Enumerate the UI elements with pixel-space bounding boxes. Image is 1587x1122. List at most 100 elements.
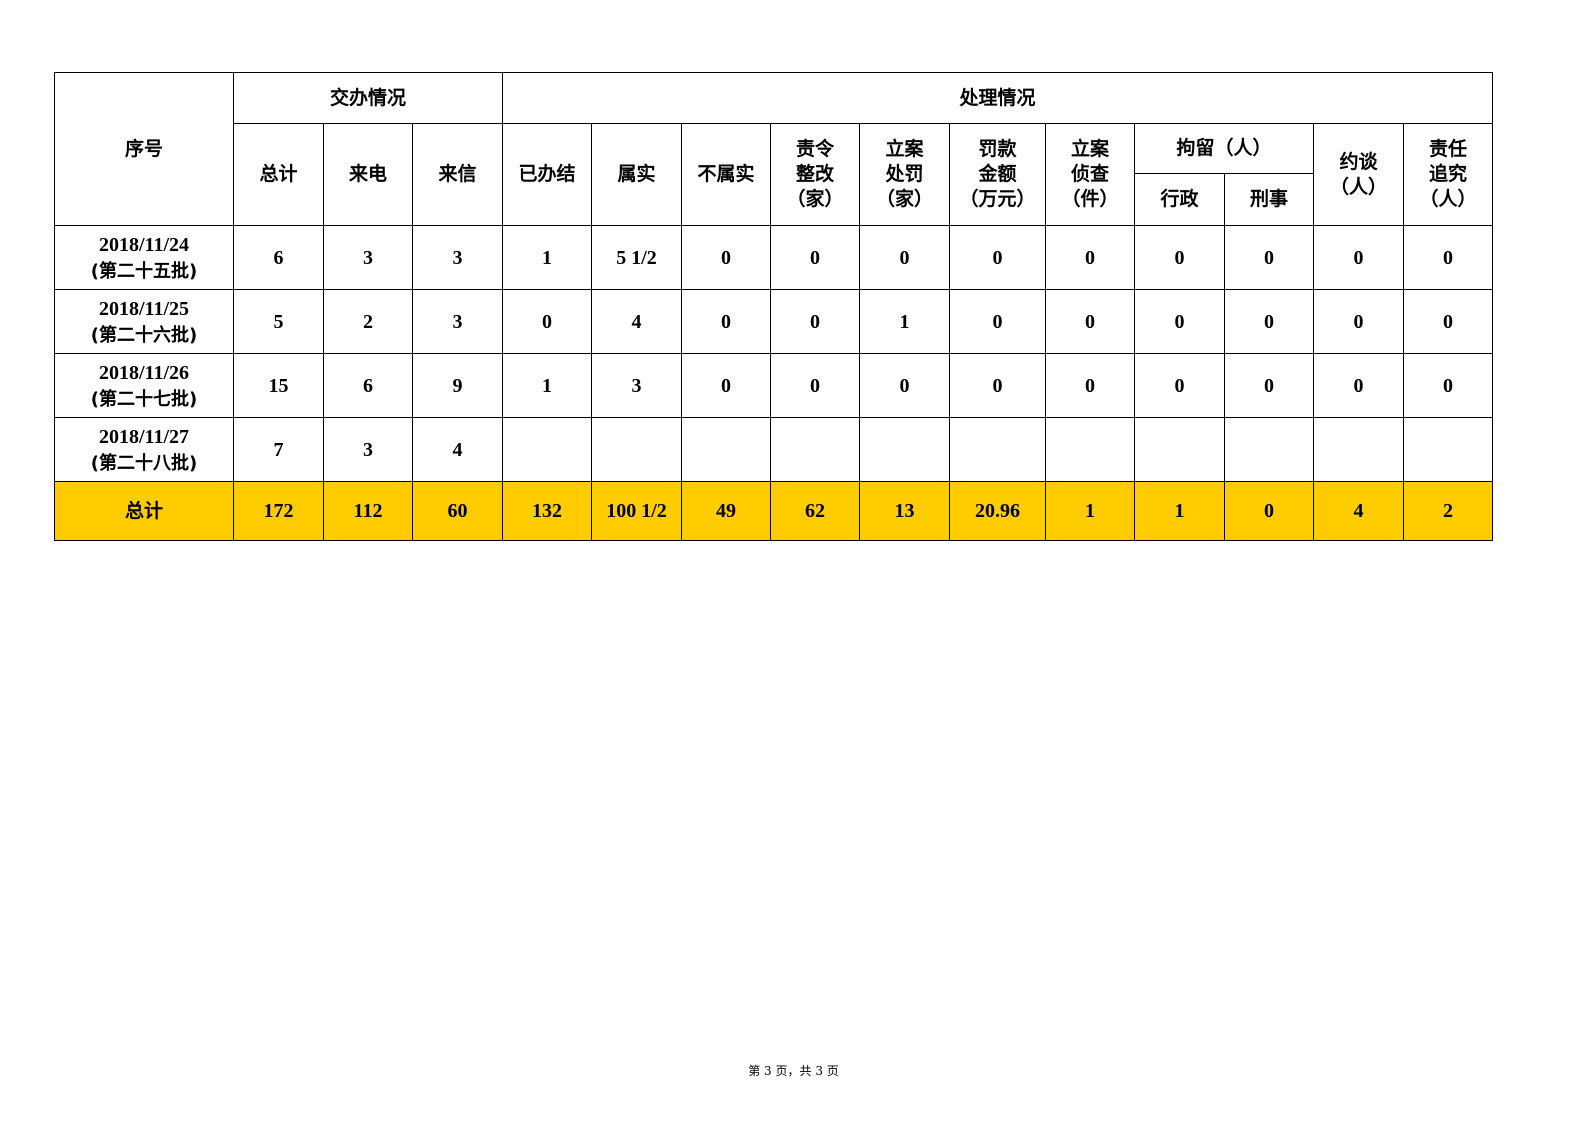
total-cell: 172 bbox=[233, 481, 324, 541]
table-cell: 0 bbox=[681, 353, 771, 418]
total-cell: 2 bbox=[1402, 481, 1494, 541]
table-cell: 1 bbox=[859, 289, 950, 354]
total-cell: 60 bbox=[412, 481, 503, 541]
table-cell: 0 bbox=[1134, 225, 1225, 290]
total-cell: 112 bbox=[323, 481, 413, 541]
table-cell bbox=[1224, 417, 1314, 482]
total-cell: 62 bbox=[770, 481, 860, 541]
row-batch: (第二十六批) bbox=[90, 324, 198, 346]
total-cell: 1 bbox=[1134, 481, 1225, 541]
total-row: 总计 172 112 60 132 100 1/2 49 62 13 20.96 1 1 0 4 2 bbox=[54, 481, 1494, 541]
table-cell bbox=[502, 417, 592, 482]
table-cell: 3 bbox=[412, 225, 503, 290]
table-row: 2018/11/24 (第二十五批) 6 3 3 1 5 1/2 0 0 0 0 0 0 0 0 0 bbox=[54, 225, 1494, 290]
row-date: 2018/11/26 bbox=[98, 361, 189, 384]
header-col: 罚款 金额 （万元） bbox=[949, 123, 1046, 226]
table-cell: 0 bbox=[1045, 225, 1135, 290]
table-cell: 5 bbox=[233, 289, 324, 354]
table-cell: 0 bbox=[1313, 225, 1404, 290]
total-label: 总计 bbox=[54, 481, 234, 541]
table-cell bbox=[1402, 417, 1494, 482]
table-cell: 0 bbox=[1045, 289, 1135, 354]
table-cell: 0 bbox=[949, 353, 1046, 418]
table-cell: 0 bbox=[1402, 225, 1494, 290]
row-label: 2018/11/24 (第二十五批) bbox=[54, 225, 234, 290]
row-label: 2018/11/25 (第二十六批) bbox=[54, 289, 234, 354]
table-cell bbox=[1134, 417, 1225, 482]
table-cell: 0 bbox=[1224, 353, 1314, 418]
table-cell: 3 bbox=[591, 353, 682, 418]
table-cell: 3 bbox=[412, 289, 503, 354]
table-cell: 5 1/2 bbox=[591, 225, 682, 290]
table-cell: 4 bbox=[412, 417, 503, 482]
table-cell: 0 bbox=[1134, 353, 1225, 418]
table-cell: 0 bbox=[681, 289, 771, 354]
table-cell: 4 bbox=[591, 289, 682, 354]
total-cell: 1 bbox=[1045, 481, 1135, 541]
row-batch: (第二十八批) bbox=[90, 452, 198, 474]
header-col: 来信 bbox=[412, 123, 503, 226]
table-cell: 0 bbox=[770, 353, 860, 418]
report-table: 序号 交办情况 处理情况 总计 来电 来信 已办结 属实 不属实 责令 整改 （… bbox=[54, 72, 1494, 541]
table-cell bbox=[591, 417, 682, 482]
row-date: 2018/11/25 bbox=[98, 297, 189, 320]
table-cell: 0 bbox=[770, 289, 860, 354]
table-cell: 0 bbox=[1402, 289, 1494, 354]
table-cell: 9 bbox=[412, 353, 503, 418]
table-cell: 1 bbox=[502, 225, 592, 290]
header-col: 来电 bbox=[323, 123, 413, 226]
page-footer: 第 3 页，共 3 页 bbox=[748, 1064, 839, 1078]
table-cell: 6 bbox=[323, 353, 413, 418]
header-col: 立案 侦查 （件） bbox=[1045, 123, 1135, 226]
header-col: 责令 整改 （家） bbox=[770, 123, 860, 226]
table-cell: 0 bbox=[502, 289, 592, 354]
row-batch: (第二十五批) bbox=[90, 260, 198, 282]
table-cell: 0 bbox=[1224, 289, 1314, 354]
total-cell: 132 bbox=[502, 481, 592, 541]
table-cell: 1 bbox=[502, 353, 592, 418]
row-batch: (第二十七批) bbox=[90, 388, 198, 410]
table-cell: 0 bbox=[949, 225, 1046, 290]
table-row: 2018/11/27 (第二十八批) 7 3 4 bbox=[54, 417, 1494, 482]
header-group-handled: 处理情况 bbox=[501, 72, 1494, 124]
table-cell: 0 bbox=[1313, 289, 1404, 354]
table-cell bbox=[949, 417, 1046, 482]
table-row: 2018/11/25 (第二十六批) 5 2 3 0 4 0 0 1 0 0 0 0 0 0 bbox=[54, 289, 1494, 354]
table-cell: 0 bbox=[681, 225, 771, 290]
header-col: 约谈 （人） bbox=[1313, 123, 1404, 226]
table-cell: 0 bbox=[1224, 225, 1314, 290]
table-cell: 0 bbox=[1402, 353, 1494, 418]
table-cell: 0 bbox=[859, 225, 950, 290]
header-col: 不属实 bbox=[681, 123, 771, 226]
total-cell: 13 bbox=[859, 481, 950, 541]
header-col: 刑事 bbox=[1224, 173, 1314, 226]
total-cell: 4 bbox=[1313, 481, 1404, 541]
table-cell: 15 bbox=[233, 353, 324, 418]
header-detention: 拘留（人） bbox=[1134, 123, 1314, 174]
row-date: 2018/11/27 bbox=[98, 425, 189, 448]
header-col: 总计 bbox=[233, 123, 324, 226]
table-cell: 0 bbox=[859, 353, 950, 418]
table-cell: 7 bbox=[233, 417, 324, 482]
table-cell bbox=[859, 417, 950, 482]
table-cell bbox=[770, 417, 860, 482]
table-cell: 6 bbox=[233, 225, 324, 290]
table-cell bbox=[1045, 417, 1135, 482]
table-cell: 3 bbox=[323, 225, 413, 290]
table-cell: 3 bbox=[323, 417, 413, 482]
table-cell bbox=[1313, 417, 1404, 482]
table-cell: 0 bbox=[770, 225, 860, 290]
header-col: 责任 追究 （人） bbox=[1402, 123, 1494, 226]
total-cell: 20.96 bbox=[949, 481, 1046, 541]
header-group-assigned: 交办情况 bbox=[233, 72, 503, 124]
total-cell: 49 bbox=[681, 481, 771, 541]
header-col: 行政 bbox=[1134, 173, 1225, 226]
total-cell: 100 1/2 bbox=[591, 481, 682, 541]
row-label: 2018/11/26 (第二十七批) bbox=[54, 353, 234, 418]
table-row: 2018/11/26 (第二十七批) 15 6 9 1 3 0 0 0 0 0 0 0 0 0 bbox=[54, 353, 1494, 418]
row-date: 2018/11/24 bbox=[98, 233, 189, 256]
table-cell: 0 bbox=[1134, 289, 1225, 354]
table-cell bbox=[681, 417, 771, 482]
header-seq: 序号 bbox=[54, 72, 234, 226]
header-col: 立案 处罚 （家） bbox=[859, 123, 950, 226]
